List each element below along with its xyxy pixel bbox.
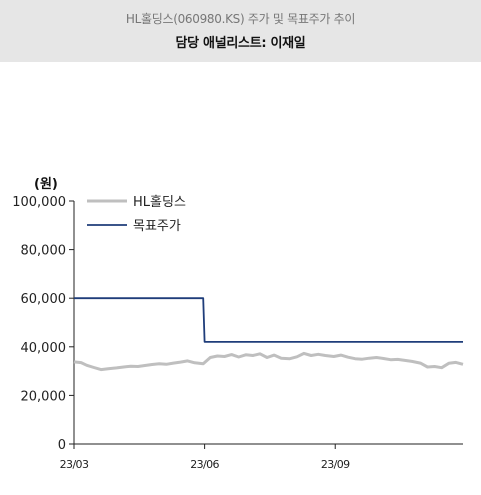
y-tick-label: 40,000 [21,341,67,356]
chart-title: HL홀딩스(060980.KS) 주가 및 목표주가 추이 [125,12,356,26]
target-price-line [74,297,463,343]
y-tick-label: 100,000 [12,195,66,210]
y-tick-label: 60,000 [21,292,67,307]
chart-header: HL홀딩스(060980.KS) 주가 및 목표주가 추이 담당 애널리스트: … [0,0,481,62]
legend-stock-price-label: HL홀딩스 [133,195,186,210]
y-tick-label: 20,000 [21,389,67,404]
y-axis: 100,000 80,000 60,000 40,000 20,000 0 [12,195,75,453]
series-lines [73,297,464,372]
y-unit-label: (원) [34,177,58,192]
y-tick-label: 80,000 [21,244,67,259]
x-axis: 23/03 23/06 23/09 [60,443,463,471]
analyst-subtitle: 담당 애널리스트: 이재일 [175,36,306,51]
x-tick-label: 23/09 [321,458,350,471]
y-tick-label: 0 [58,438,66,453]
x-tick-label: 23/06 [190,458,219,471]
x-tick-label: 23/03 [60,458,89,471]
stock-price-line [73,351,464,372]
legend-target-price-label: 목표주가 [133,219,181,234]
